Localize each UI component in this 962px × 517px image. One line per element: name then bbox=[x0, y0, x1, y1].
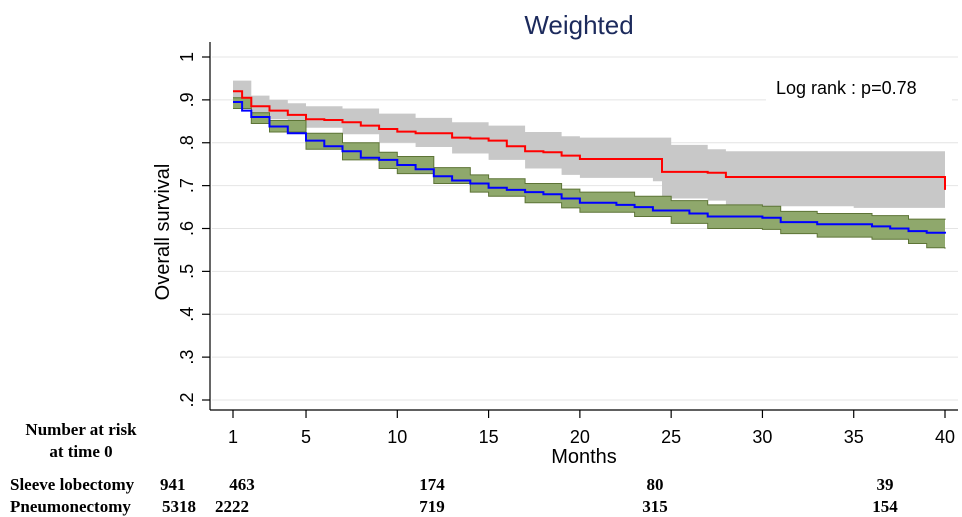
y-tick-label: .5 bbox=[177, 264, 197, 279]
confidence-band-sleeve bbox=[233, 80, 945, 220]
x-tick-label: 35 bbox=[844, 427, 864, 447]
y-tick-label: .7 bbox=[177, 178, 197, 193]
band-lower-edge-pneumo bbox=[233, 108, 946, 249]
x-axis-label: Months bbox=[551, 446, 617, 468]
risk-row-sleeve-value-3: 80 bbox=[647, 475, 664, 494]
risk-table-heading-line1: Number at risk bbox=[25, 420, 137, 439]
y-tick-label: .3 bbox=[177, 350, 197, 365]
x-tick-label: 5 bbox=[301, 427, 311, 447]
chart-title: Weighted bbox=[524, 10, 633, 40]
x-tick-label: 20 bbox=[570, 427, 590, 447]
survival-curves bbox=[233, 90, 946, 234]
y-axis-label: Overall survival bbox=[152, 164, 174, 301]
risk-row-pneumo-value-0: 5318 bbox=[162, 497, 196, 516]
risk-row-pneumo-label: Pneumonectomy bbox=[10, 497, 131, 516]
y-tick-label: .2 bbox=[177, 392, 197, 407]
y-tick-label: 1 bbox=[177, 52, 197, 62]
risk-row-pneumo-value-1: 2222 bbox=[215, 497, 249, 516]
log-rank-annotation: Log rank : p=0.78 bbox=[776, 78, 917, 98]
x-axis-ticks: 1 5 10 15 20 25 30 35 40 bbox=[228, 410, 955, 447]
survival-line-sleeve bbox=[233, 90, 946, 190]
y-tick-label: .9 bbox=[177, 92, 197, 107]
risk-row-pneumo-value-2: 719 bbox=[419, 497, 445, 516]
x-tick-label: 30 bbox=[752, 427, 772, 447]
y-tick-label: .4 bbox=[177, 307, 197, 322]
risk-row-sleeve-label: Sleeve lobectomy bbox=[10, 475, 135, 494]
survival-line-pneumo bbox=[233, 101, 946, 234]
y-tick-label: .6 bbox=[177, 221, 197, 236]
x-tick-label: 25 bbox=[661, 427, 681, 447]
x-tick-label: 10 bbox=[387, 427, 407, 447]
risk-row-pneumo-value-4: 154 bbox=[872, 497, 898, 516]
confidence-band-pneumo bbox=[233, 97, 945, 249]
risk-row-sleeve-value-2: 174 bbox=[419, 475, 445, 494]
risk-row-sleeve-value-0: 941 bbox=[160, 475, 186, 494]
y-tick-label: .8 bbox=[177, 135, 197, 150]
band-upper-edge-pneumo bbox=[233, 97, 946, 220]
grid-lines bbox=[212, 56, 958, 401]
x-tick-label: 1 bbox=[228, 427, 238, 447]
y-axis-ticks: .2 .3 .4 .5 .6 .7 .8 .9 1 bbox=[177, 52, 210, 408]
confidence-bands bbox=[233, 80, 946, 249]
x-tick-label: 15 bbox=[479, 427, 499, 447]
x-tick-label: 40 bbox=[935, 427, 955, 447]
risk-row-pneumo-value-3: 315 bbox=[642, 497, 668, 516]
risk-row-sleeve-value-4: 39 bbox=[877, 475, 894, 494]
log-rank-box bbox=[766, 70, 952, 108]
risk-row-sleeve-value-1: 463 bbox=[229, 475, 255, 494]
risk-table-heading-line2: at time 0 bbox=[49, 442, 112, 461]
